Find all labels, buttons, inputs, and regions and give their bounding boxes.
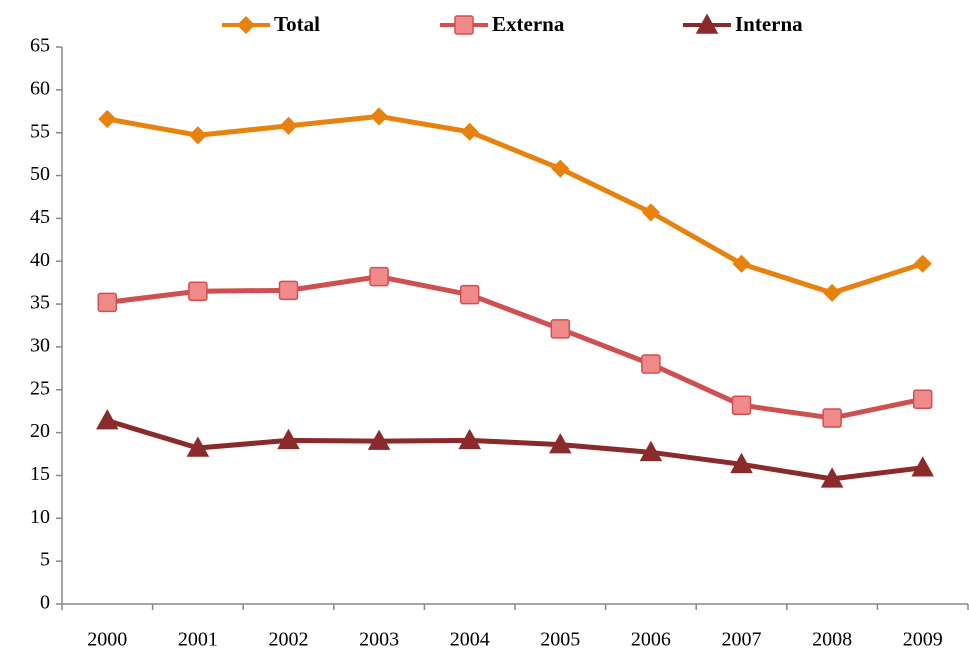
x-tick-label: 2003 (359, 629, 399, 651)
marker (820, 467, 844, 488)
marker (730, 452, 753, 474)
marker (551, 159, 570, 178)
x-tick-label: 2006 (631, 629, 671, 651)
marker (641, 354, 661, 374)
marker (731, 395, 752, 415)
marker (97, 292, 118, 313)
marker (454, 15, 474, 35)
marker (278, 280, 299, 301)
series-line (106, 274, 924, 421)
marker (367, 429, 391, 450)
marker (460, 122, 479, 141)
marker (458, 428, 481, 450)
marker (186, 436, 210, 457)
marker (695, 13, 719, 34)
marker (641, 203, 660, 222)
marker (823, 283, 842, 302)
y-tick-label: 0 (40, 592, 50, 614)
legend-label: Total (274, 12, 320, 36)
marker (188, 281, 208, 301)
series-line (106, 418, 924, 482)
marker (188, 126, 207, 145)
legend-label: Externa (492, 12, 565, 36)
x-tick-label: 2007 (722, 629, 762, 651)
marker (913, 254, 932, 273)
marker (639, 440, 663, 462)
legend-label: Interna (735, 12, 803, 36)
marker (236, 15, 256, 35)
y-tick-label: 65 (30, 35, 50, 57)
x-tick-label: 2001 (178, 629, 218, 651)
marker (370, 107, 389, 126)
y-tick-label: 5 (40, 549, 50, 571)
x-tick-label: 2008 (812, 629, 852, 651)
marker (911, 456, 934, 477)
marker (98, 109, 117, 129)
marker (732, 254, 751, 273)
marker (912, 389, 933, 409)
marker (96, 409, 119, 430)
y-tick-label: 60 (30, 77, 50, 99)
y-tick-label: 25 (30, 377, 50, 399)
y-tick-label: 45 (30, 206, 50, 228)
x-tick-label: 2005 (540, 629, 580, 651)
x-tick-label: 2009 (903, 629, 943, 651)
x-tick-label: 2002 (269, 629, 309, 651)
y-tick-label: 30 (30, 335, 50, 357)
marker (459, 284, 480, 305)
marker (822, 408, 842, 428)
y-tick-label: 50 (30, 163, 50, 185)
y-tick-label: 40 (30, 249, 50, 271)
y-tick-label: 10 (30, 506, 50, 528)
y-tick-label: 55 (30, 120, 50, 142)
x-tick-label: 2000 (87, 629, 127, 651)
marker (277, 428, 300, 450)
y-tick-label: 35 (30, 292, 50, 314)
y-tick-label: 20 (30, 420, 50, 442)
marker (369, 266, 389, 287)
x-tick-label: 2004 (450, 629, 490, 651)
marker (279, 116, 298, 135)
marker (549, 433, 572, 454)
series-line (106, 113, 924, 296)
marker (550, 319, 571, 339)
y-tick-label: 15 (30, 463, 50, 485)
